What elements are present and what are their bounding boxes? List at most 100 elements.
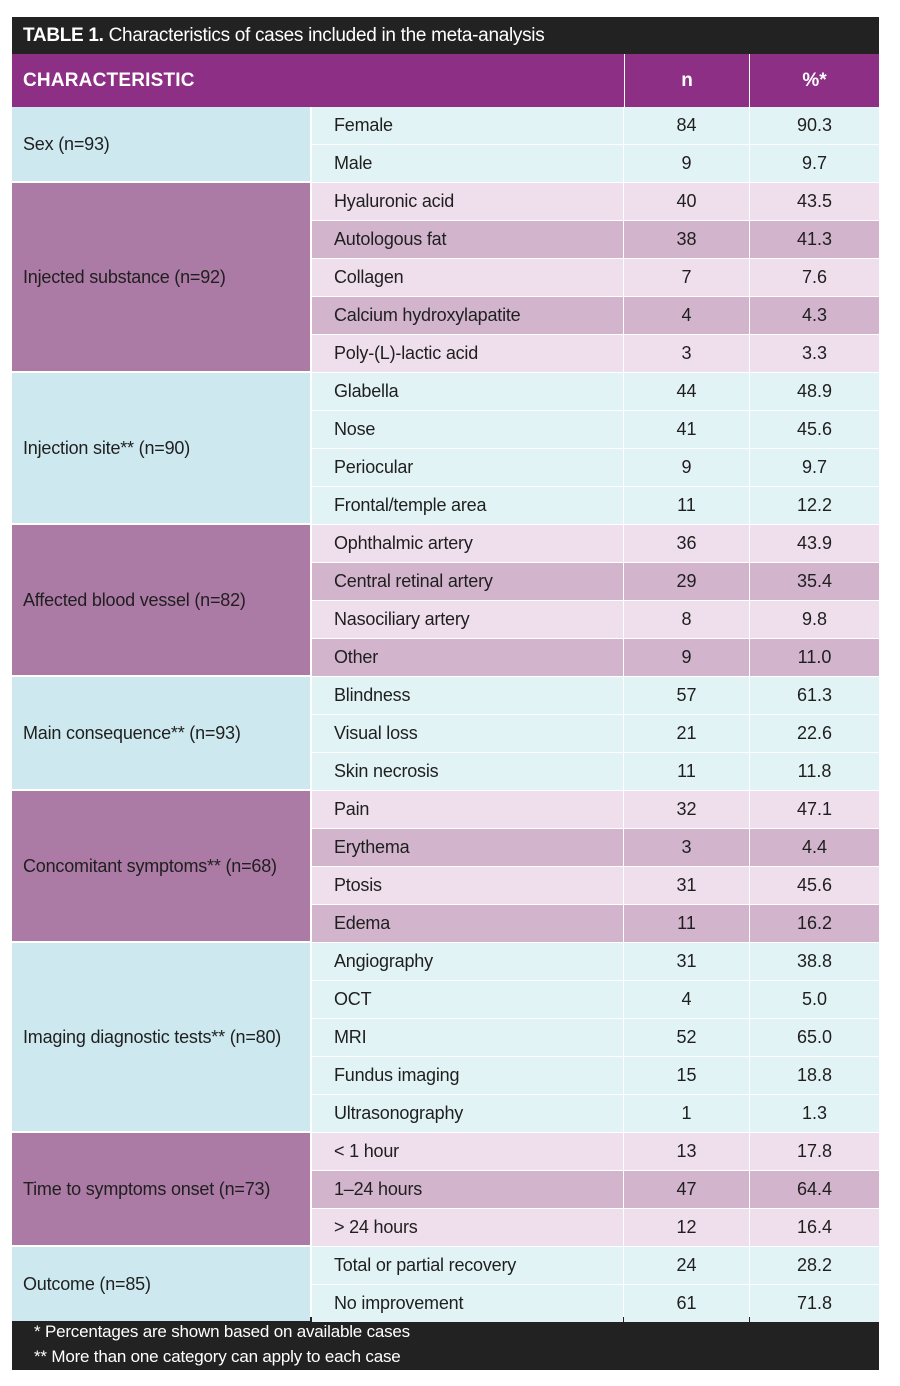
table-row: Fundus imaging 15 18.8 <box>312 1057 879 1094</box>
row-label: Ophthalmic artery <box>312 525 623 562</box>
row-label: Other <box>312 639 623 676</box>
row-label: Male <box>312 145 623 182</box>
table-row: Visual loss 21 22.6 <box>312 715 879 752</box>
row-n: 12 <box>624 1209 749 1246</box>
row-percent: 45.6 <box>750 867 879 904</box>
row-label: Ultrasonography <box>312 1095 623 1132</box>
row-n: 1 <box>624 1095 749 1132</box>
table-row: Glabella 44 48.9 <box>312 373 879 410</box>
table-row: Angiography 31 38.8 <box>312 943 879 980</box>
group-label: Concomitant symptoms** (n=68) <box>12 791 310 941</box>
row-percent: 65.0 <box>750 1019 879 1056</box>
row-n: 4 <box>624 297 749 334</box>
row-n: 7 <box>624 259 749 296</box>
row-n: 52 <box>624 1019 749 1056</box>
row-label: Erythema <box>312 829 623 866</box>
row-percent: 3.3 <box>750 335 879 372</box>
row-n: 8 <box>624 601 749 638</box>
footnotes: * Percentages are shown based on availab… <box>12 1317 879 1370</box>
row-label: No improvement <box>312 1285 623 1322</box>
row-percent: 11.0 <box>750 639 879 676</box>
row-label: Ptosis <box>312 867 623 904</box>
row-percent: 35.4 <box>750 563 879 600</box>
row-percent: 61.3 <box>750 677 879 714</box>
row-n: 84 <box>624 107 749 144</box>
table-group: Main consequence** (n=93) Blindness 57 61.3… <box>12 677 879 790</box>
row-label: Visual loss <box>312 715 623 752</box>
table-row: < 1 hour 13 17.8 <box>312 1133 879 1170</box>
row-n: 36 <box>624 525 749 562</box>
row-percent: 9.8 <box>750 601 879 638</box>
table-row: Other 9 11.0 <box>312 639 879 676</box>
row-n: 9 <box>624 145 749 182</box>
table-group: Injected substance (n=92) Hyaluronic acid… <box>12 183 879 372</box>
row-percent: 16.4 <box>750 1209 879 1246</box>
table-row: Nose 41 45.6 <box>312 411 879 448</box>
row-label: Nasociliary artery <box>312 601 623 638</box>
table-row: Ophthalmic artery 36 43.9 <box>312 525 879 562</box>
row-label: Poly-(L)-lactic acid <box>312 335 623 372</box>
table-row: Pain 32 47.1 <box>312 791 879 828</box>
table-group: Concomitant symptoms** (n=68) Pain 32 47.1 E… <box>12 791 879 942</box>
row-percent: 9.7 <box>750 449 879 486</box>
row-label: Blindness <box>312 677 623 714</box>
row-percent: 5.0 <box>750 981 879 1018</box>
table-row: Periocular 9 9.7 <box>312 449 879 486</box>
group-label: Time to symptoms onset (n=73) <box>12 1133 310 1245</box>
row-label: Nose <box>312 411 623 448</box>
row-n: 15 <box>624 1057 749 1094</box>
row-label: Collagen <box>312 259 623 296</box>
row-n: 31 <box>624 943 749 980</box>
row-n: 47 <box>624 1171 749 1208</box>
row-percent: 38.8 <box>750 943 879 980</box>
table-row: Poly-(L)-lactic acid 3 3.3 <box>312 335 879 372</box>
row-percent: 28.2 <box>750 1247 879 1284</box>
row-label: Fundus imaging <box>312 1057 623 1094</box>
row-label: < 1 hour <box>312 1133 623 1170</box>
table-frame: TABLE 1. Characteristics of cases includ… <box>12 17 879 1370</box>
table-row: OCT 4 5.0 <box>312 981 879 1018</box>
row-n: 44 <box>624 373 749 410</box>
row-n: 32 <box>624 791 749 828</box>
table-row: Collagen 7 7.6 <box>312 259 879 296</box>
header-characteristic: CHARACTERISTIC <box>23 70 195 91</box>
table-row: Total or partial recovery 24 28.2 <box>312 1247 879 1284</box>
header-n: n <box>624 54 749 107</box>
table-row: Edema 11 16.2 <box>312 905 879 942</box>
footnote-multiple-categories: ** More than one category can apply to e… <box>34 1347 401 1366</box>
row-n: 41 <box>624 411 749 448</box>
row-n: 11 <box>624 905 749 942</box>
row-percent: 12.2 <box>750 487 879 524</box>
table-group: Sex (n=93) Female 84 90.3 Male 9 9.7 <box>12 107 879 182</box>
row-percent: 7.6 <box>750 259 879 296</box>
row-percent: 45.6 <box>750 411 879 448</box>
table-caption: Characteristics of cases included in the… <box>108 25 545 46</box>
table-row: Erythema 3 4.4 <box>312 829 879 866</box>
table-row: Blindness 57 61.3 <box>312 677 879 714</box>
row-n: 61 <box>624 1285 749 1322</box>
row-percent: 17.8 <box>750 1133 879 1170</box>
row-percent: 47.1 <box>750 791 879 828</box>
row-n: 3 <box>624 829 749 866</box>
row-percent: 11.8 <box>750 753 879 790</box>
row-n: 38 <box>624 221 749 258</box>
row-percent: 43.5 <box>750 183 879 220</box>
table-body: Sex (n=93) Female 84 90.3 Male 9 9.7 Injected s… <box>12 107 879 1322</box>
row-label: 1–24 hours <box>312 1171 623 1208</box>
row-n: 11 <box>624 753 749 790</box>
table-row: 1–24 hours 47 64.4 <box>312 1171 879 1208</box>
row-label: Frontal/temple area <box>312 487 623 524</box>
table-title: TABLE 1. Characteristics of cases includ… <box>12 17 879 54</box>
group-label: Injected substance (n=92) <box>12 183 310 371</box>
row-label: Glabella <box>312 373 623 410</box>
table-group: Imaging diagnostic tests** (n=80) Angiogr… <box>12 943 879 1132</box>
table-row: Autologous fat 38 41.3 <box>312 221 879 258</box>
group-label: Imaging diagnostic tests** (n=80) <box>12 943 310 1131</box>
table-row: Male 9 9.7 <box>312 145 879 182</box>
row-n: 4 <box>624 981 749 1018</box>
group-label: Affected blood vessel (n=82) <box>12 525 310 675</box>
table-row: Skin necrosis 11 11.8 <box>312 753 879 790</box>
row-n: 57 <box>624 677 749 714</box>
group-label: Sex (n=93) <box>12 107 310 181</box>
table-header-row: CHARACTERISTIC n %* <box>12 54 879 107</box>
